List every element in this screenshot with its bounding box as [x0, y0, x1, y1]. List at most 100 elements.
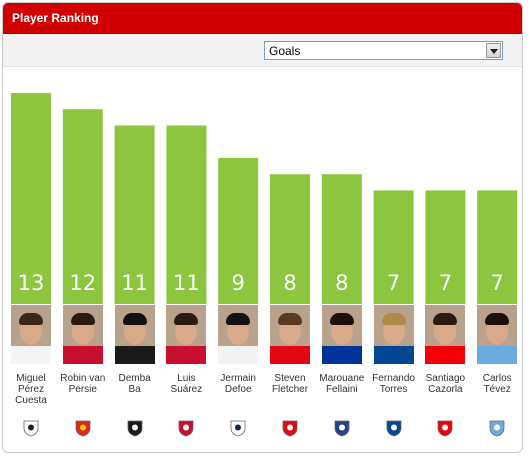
player-ranking-widget: Player Ranking Goals 13 12 11 11 9 8 8 7 7 7 Migu… [2, 2, 523, 453]
bar[interactable] [425, 190, 466, 304]
player-shirt [425, 346, 466, 364]
player-name-line: Fletcher [271, 384, 309, 395]
player-shirt [270, 346, 310, 364]
bar-value-label: 13 [18, 271, 45, 295]
crest-emblem [390, 424, 397, 431]
player-name-line: Tévez [483, 384, 511, 395]
player-name-line: Cazorla [428, 384, 463, 395]
bar[interactable] [270, 174, 310, 304]
player-name: Carlos Tévez [469, 373, 522, 395]
bar[interactable] [62, 109, 103, 304]
player-hair [433, 313, 458, 325]
bar-value-label: 7 [387, 271, 400, 295]
player-name: Miguel Pérez Cuesta [3, 373, 59, 406]
player-shirt [62, 346, 103, 364]
player-name: Marouane Fellaini [314, 373, 370, 395]
player-name: Robin van Persie [55, 373, 111, 395]
bar[interactable] [218, 157, 259, 304]
player-name-line: Robin van [60, 373, 106, 384]
crest-emblem [287, 424, 293, 431]
player-name-line: Santiago [425, 373, 466, 384]
player-name: Fernando Torres [366, 373, 422, 395]
club-crest-icon [489, 420, 505, 437]
club-crest-icon [334, 420, 350, 437]
bar-value-label: 8 [283, 271, 296, 295]
bar-value-label: 7 [491, 271, 504, 295]
club-crest-icon [75, 420, 91, 437]
player-hair [226, 313, 251, 325]
player-photo [11, 305, 51, 364]
chevron-down-icon[interactable] [486, 43, 501, 58]
filter-toolbar: Goals [3, 34, 522, 67]
player-photo [270, 305, 310, 364]
player-hair [485, 313, 510, 325]
player-photo [321, 305, 362, 364]
player-hair [278, 313, 302, 325]
player-photo [218, 305, 259, 364]
player-photo [425, 305, 466, 364]
player-name-line: Persie [68, 384, 97, 395]
club-crest-icon [282, 420, 298, 437]
club-crest-icon [386, 420, 401, 437]
title-bar: Player Ranking [3, 3, 522, 34]
player-name-line: Cuesta [15, 395, 47, 406]
player-shirt [166, 346, 207, 364]
player-name-line: Miguel [16, 373, 46, 384]
player-photo [477, 305, 518, 364]
player-hair [122, 313, 147, 325]
player-name-line: Jermain [220, 373, 256, 384]
crest-emblem [183, 424, 190, 431]
bar-value-label: 7 [439, 271, 452, 295]
player-name-line: Fellaini [325, 384, 358, 395]
ranking-bar-chart: 13 12 11 11 9 8 8 7 7 7 [11, 93, 518, 305]
player-shirt [11, 346, 51, 364]
crest-emblem [494, 424, 501, 431]
player-name-line: Carlos [482, 373, 512, 384]
player-name-line: Torres [379, 384, 408, 395]
player-hair [174, 313, 199, 325]
club-crest-icon [230, 420, 246, 437]
stat-select[interactable]: Goals [264, 41, 503, 60]
player-photo [114, 305, 155, 364]
bar-value-label: 8 [335, 271, 348, 295]
player-name-line: Marouane [319, 373, 365, 384]
player-list: Miguel Pérez Cuesta Robin van Persie Demba Ba L… [3, 305, 522, 452]
player-hair [19, 313, 43, 325]
crest-emblem [235, 424, 242, 431]
player-hair [381, 313, 406, 325]
player-name-line: Steven [274, 373, 306, 384]
player-name: Steven Fletcher [262, 373, 318, 395]
crest-emblem [338, 424, 345, 431]
player-photo [166, 305, 207, 364]
player-name: Santiago Cazorla [417, 373, 473, 395]
player-name: Luis Suárez [158, 373, 214, 395]
widget-title: Player Ranking [12, 11, 99, 25]
player-hair [329, 313, 354, 325]
bar-value-label: 11 [121, 271, 148, 295]
bar[interactable] [321, 174, 362, 304]
player-name: Jermain Defoe [210, 373, 266, 395]
player-shirt [477, 346, 518, 364]
player-shirt [114, 346, 155, 364]
crest-emblem [79, 424, 86, 431]
player-name-line: Defoe [224, 384, 252, 395]
club-crest-icon [178, 420, 194, 437]
player-shirt [218, 346, 259, 364]
bar-value-label: 12 [69, 271, 96, 295]
player-photo [62, 305, 103, 364]
player-name: Demba Ba [107, 373, 163, 395]
bar[interactable] [477, 190, 518, 304]
player-name-line: Fernando [372, 373, 415, 384]
player-hair [70, 313, 95, 325]
bar[interactable] [11, 93, 51, 304]
bar[interactable] [166, 125, 207, 305]
club-crest-icon [23, 420, 39, 437]
bar-value-label: 11 [173, 271, 200, 295]
player-name-line: Pérez [17, 384, 45, 395]
bar[interactable] [114, 125, 155, 305]
player-shirt [321, 346, 362, 364]
player-name-line: Suárez [170, 384, 203, 395]
bar[interactable] [373, 190, 414, 304]
crest-emblem [442, 424, 449, 431]
crest-emblem [28, 424, 34, 431]
